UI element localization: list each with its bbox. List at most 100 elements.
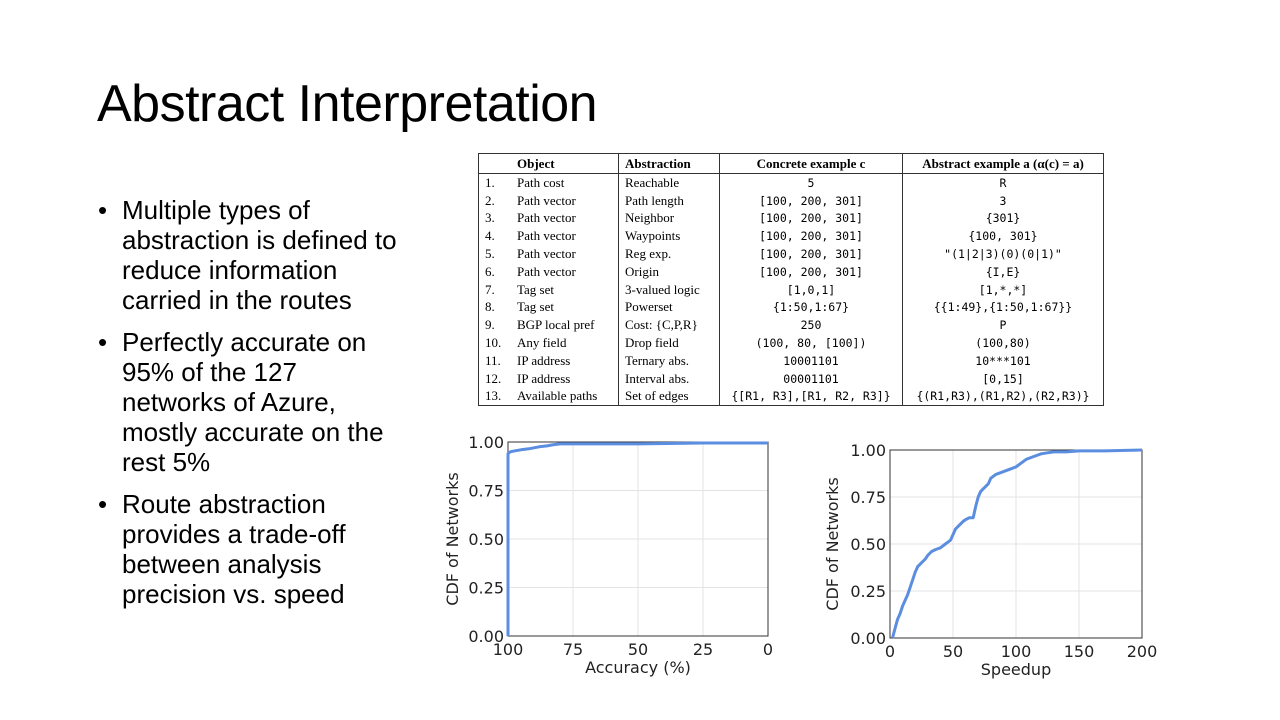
row-abstract: 10***101 xyxy=(902,351,1104,370)
accuracy-cdf-svg: 100 75 50 25 0 0.00 0.25 0.50 0.75 1.00 Accuracy (… xyxy=(443,433,773,677)
row-concrete: [100, 200, 301] xyxy=(719,191,903,210)
x-axis-label: Speedup xyxy=(981,660,1051,679)
x-tick-label: 75 xyxy=(563,640,583,659)
table-row: 9. BGP local pref Cost: {C,P,R} 250 P xyxy=(478,316,1104,335)
x-axis-label: Accuracy (%) xyxy=(585,658,691,677)
row-concrete: [100, 200, 301] xyxy=(719,245,903,263)
row-abstract: 3 xyxy=(902,191,1104,210)
table-row: 4. Path vector Waypoints [100, 200, 301] {10… xyxy=(478,227,1104,246)
row-abstraction: Path length xyxy=(618,191,720,210)
row-object: Available paths xyxy=(511,387,619,407)
col-header-concrete: Concrete example c xyxy=(719,153,903,174)
row-index: 12. xyxy=(478,369,511,388)
row-abstract: [1,*,*] xyxy=(902,280,1104,299)
y-tick-label: 0.00 xyxy=(468,627,504,646)
row-object: Path cost xyxy=(517,174,565,190)
row-abstract: "(1|2|3)(0)(0|1)" xyxy=(902,245,1104,263)
table-row: 3. Path vector Neighbor [100, 200, 301] {301… xyxy=(478,209,1104,228)
col-header-abstraction: Abstraction xyxy=(618,153,720,174)
row-abstraction: Set of edges xyxy=(618,387,720,407)
y-tick-label: 0.50 xyxy=(850,535,886,554)
row-abstraction: Powerset xyxy=(618,298,720,317)
row-object: Tag set xyxy=(517,281,554,297)
speedup-cdf-chart: 0 50 100 150 200 0.00 0.25 0.50 0.75 1.00 Speedup C… xyxy=(820,435,1165,680)
y-tick-label: 0.50 xyxy=(468,530,504,549)
bullet-item: Perfectly accurate on 95% of the 127 net… xyxy=(98,327,398,477)
row-abstract: {I,E} xyxy=(902,262,1104,281)
row-abstraction: Reg exp. xyxy=(618,245,720,263)
row-concrete: 00001101 xyxy=(719,369,903,388)
y-axis-label: CDF of Networks xyxy=(443,472,462,605)
plot-frame xyxy=(889,449,1143,639)
x-tick-label: 100 xyxy=(1001,642,1032,661)
row-concrete: 5 xyxy=(719,173,903,192)
col-header-index xyxy=(478,153,511,174)
row-abstract: {(R1,R3),(R1,R2),(R2,R3)} xyxy=(902,387,1104,407)
row-concrete: {1:50,1:67} xyxy=(719,298,903,317)
table-row: 7. Tag set 3-valued logic [1,0,1] [1,*,*] xyxy=(478,280,1104,299)
bullet-list: Multiple types of abstraction is defined… xyxy=(98,195,398,621)
row-object: Path vector xyxy=(517,246,576,262)
x-tick-label: 0 xyxy=(763,640,773,659)
row-abstract: {100, 301} xyxy=(902,227,1104,246)
x-tick-label: 100 xyxy=(493,640,524,659)
row-abstraction: Waypoints xyxy=(618,227,720,246)
speedup-cdf-svg: 0 50 100 150 200 0.00 0.25 0.50 0.75 1.00 Speedup C… xyxy=(823,441,1158,679)
row-index: 6. xyxy=(478,262,511,281)
row-object: Path vector xyxy=(517,192,576,208)
col-header-abstract: Abstract example a (α(c) = a) xyxy=(902,153,1104,174)
x-tick-label: 0 xyxy=(885,642,895,661)
x-tick-label: 50 xyxy=(943,642,963,661)
row-abstract: [0,15] xyxy=(902,369,1104,388)
y-tick-label: 1.00 xyxy=(850,441,886,460)
table-row: 1. Path cost Reachable 5 R xyxy=(478,173,1104,192)
cdf-series-line xyxy=(891,448,1143,639)
table-row: 12. IP address Interval abs. 00001101 [0,15] xyxy=(478,369,1104,388)
row-abstraction: Interval abs. xyxy=(618,369,720,388)
row-concrete: {[R1, R3],[R1, R2, R3]} xyxy=(719,387,903,407)
accuracy-cdf-chart: 100 75 50 25 0 0.00 0.25 0.50 0.75 1.00 Accuracy (… xyxy=(440,428,785,680)
row-abstraction: Origin xyxy=(618,262,720,281)
bullet-item: Route abstraction provides a trade-off b… xyxy=(98,489,398,609)
row-abstraction: Neighbor xyxy=(618,209,720,228)
row-index: 13. xyxy=(478,387,511,407)
table-row: 2. Path vector Path length [100, 200, 301] 3 xyxy=(478,191,1104,210)
row-object: BGP local pref xyxy=(517,317,595,333)
y-tick-label: 0.00 xyxy=(850,629,886,648)
y-tick-label: 0.25 xyxy=(850,582,886,601)
row-index: 3. xyxy=(478,209,511,228)
slide-title: Abstract Interpretation xyxy=(97,75,598,133)
table-row: 6. Path vector Origin [100, 200, 301] {I,E} xyxy=(478,262,1104,281)
col-header-object: Object xyxy=(511,153,619,174)
row-index: 8. xyxy=(478,298,511,317)
row-abstraction: Reachable xyxy=(618,173,720,192)
row-object: IP address xyxy=(517,352,571,368)
row-index: 1. xyxy=(478,173,511,192)
row-index: 4. xyxy=(478,227,511,246)
row-concrete: (100, 80, [100]) xyxy=(719,334,903,352)
x-tick-label: 200 xyxy=(1127,642,1158,661)
row-object: Tag set xyxy=(517,299,554,315)
row-index: 10. xyxy=(478,334,511,352)
table-row: 5. Path vector Reg exp. [100, 200, 301] "(1|… xyxy=(478,245,1104,263)
row-concrete: [100, 200, 301] xyxy=(719,227,903,246)
abstraction-table: Object Abstraction Concrete example c Ab… xyxy=(478,153,1104,407)
row-object: Any field xyxy=(517,335,567,351)
row-concrete: [100, 200, 301] xyxy=(719,209,903,228)
row-concrete: [1,0,1] xyxy=(719,280,903,299)
row-object: Path vector xyxy=(517,210,576,226)
row-abstraction: 3-valued logic xyxy=(618,280,720,299)
row-abstract: P xyxy=(902,316,1104,335)
row-object: Path vector xyxy=(517,263,576,279)
row-abstract: R xyxy=(902,173,1104,192)
row-abstraction: Ternary abs. xyxy=(618,351,720,370)
x-tick-label: 150 xyxy=(1064,642,1095,661)
row-concrete: 10001101 xyxy=(719,351,903,370)
row-abstraction: Cost: {C,P,R} xyxy=(618,316,720,335)
table-header-row: Object Abstraction Concrete example c Ab… xyxy=(478,153,1104,174)
x-tick-label: 25 xyxy=(693,640,713,659)
row-abstract: {{1:49},{1:50,1:67}} xyxy=(902,298,1104,317)
row-abstraction: Drop field xyxy=(618,334,720,352)
row-index: 5. xyxy=(478,245,511,263)
x-tick-label: 50 xyxy=(628,640,648,659)
